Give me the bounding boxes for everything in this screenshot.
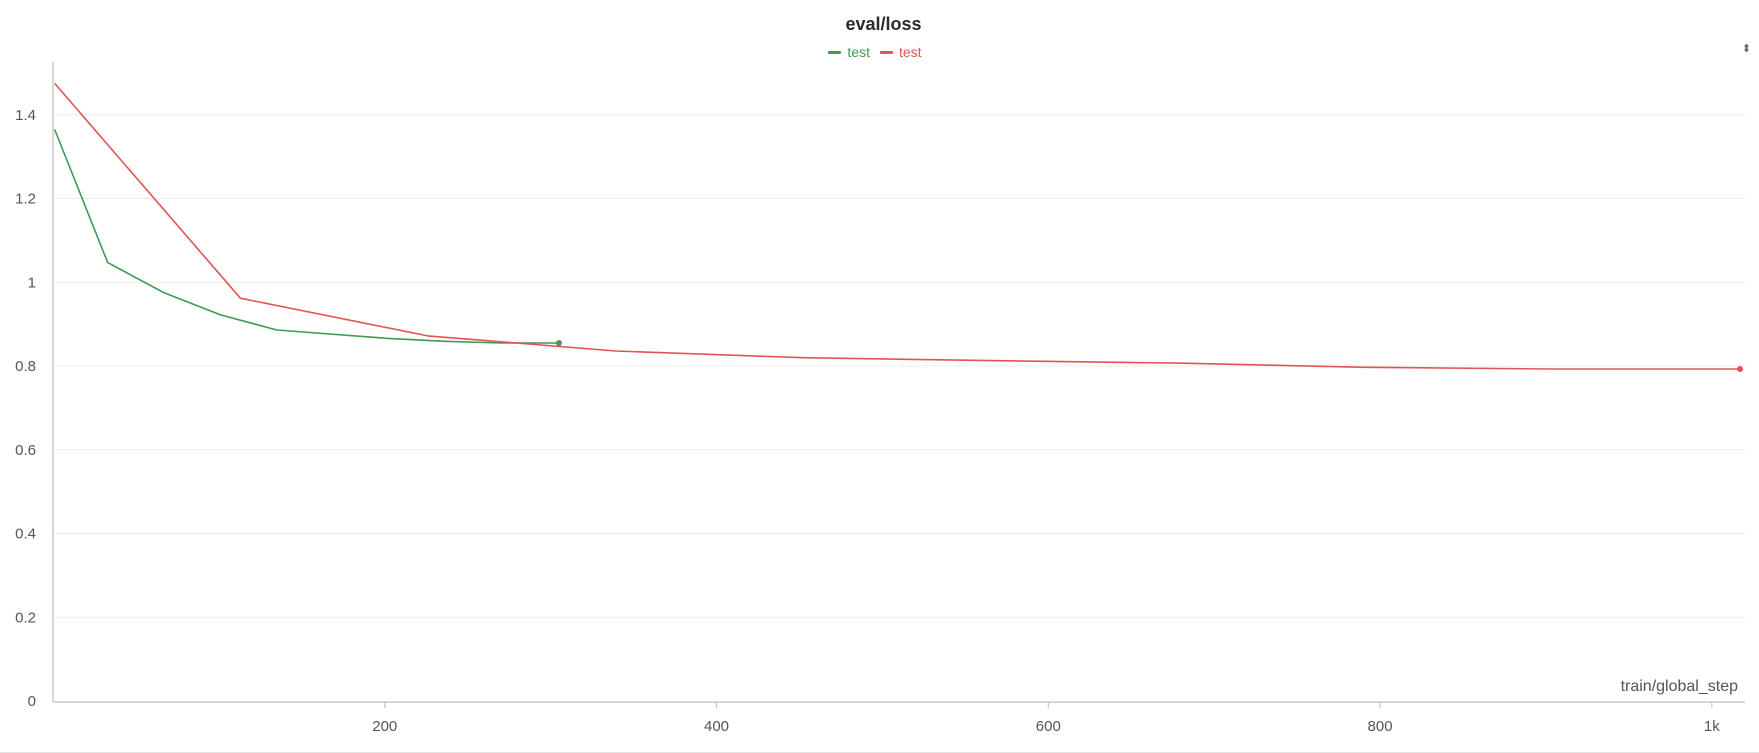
- y-tick-label: 0.4: [15, 526, 36, 543]
- legend-swatch: [880, 50, 893, 54]
- x-tick-label: 800: [1368, 718, 1393, 735]
- legend: test test: [0, 44, 1750, 60]
- y-tick-label: 0.6: [15, 442, 36, 459]
- x-tick-label: 1k: [1704, 718, 1720, 735]
- series-line-2: [54, 82, 1740, 370]
- y-tick-label: 1: [28, 274, 36, 291]
- x-tick-label: 400: [704, 718, 729, 735]
- legend-label: test: [899, 44, 922, 60]
- x-tick-label: 200: [372, 718, 397, 735]
- series-end-point-2: [1737, 365, 1744, 372]
- y-tick-label: 1.4: [15, 107, 36, 124]
- legend-label: test: [847, 44, 870, 60]
- chart-title: eval/loss: [845, 14, 922, 34]
- legend-item-series-2[interactable]: test: [880, 44, 922, 60]
- legend-item-series-1[interactable]: test: [828, 44, 870, 60]
- y-tick-label: 0: [28, 693, 36, 710]
- y-tick-label: 0.2: [15, 609, 36, 626]
- legend-swatch: [828, 50, 842, 54]
- y-tick-label: 0.8: [15, 358, 36, 375]
- x-axis-title: train/global_step: [1621, 678, 1739, 695]
- series-line-1: [53, 129, 559, 344]
- series-end-point-1: [555, 340, 562, 347]
- y-tick-label: 1.2: [15, 191, 36, 208]
- x-tick-label: 600: [1036, 718, 1061, 735]
- expand-vertical-icon[interactable]: ⬍: [1741, 43, 1751, 55]
